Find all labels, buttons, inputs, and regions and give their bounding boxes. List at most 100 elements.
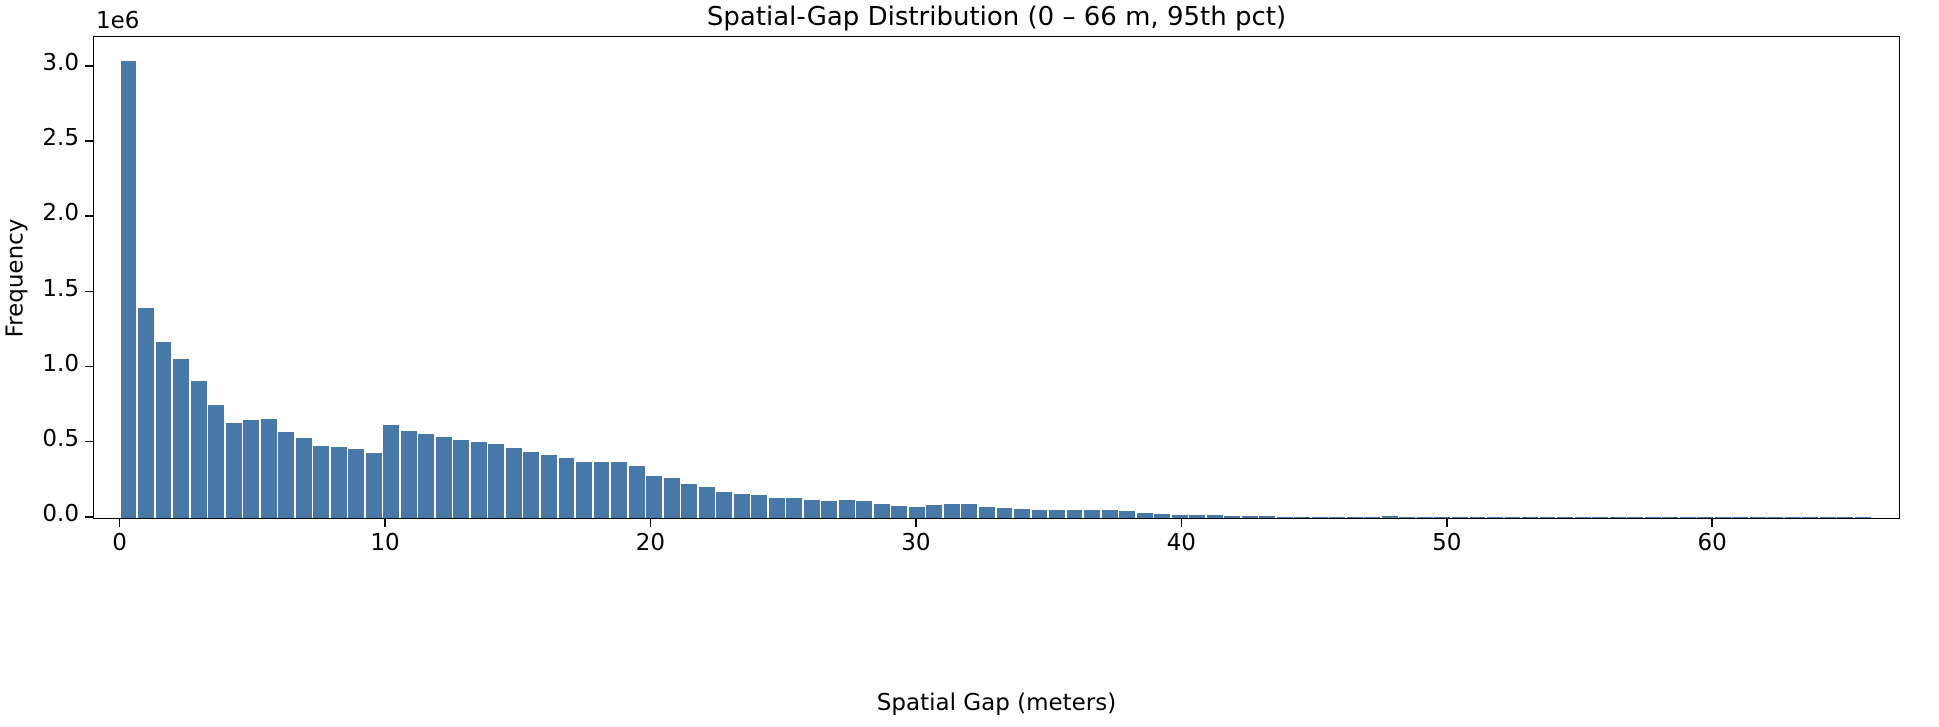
histogram-bar — [698, 487, 715, 518]
histogram-bar — [663, 478, 680, 518]
y-tick-label: 3.0 — [42, 50, 79, 77]
histogram-bar — [576, 461, 592, 518]
x-tick-label: 10 — [370, 530, 400, 556]
histogram-bar — [786, 498, 803, 518]
histogram-bar — [173, 358, 189, 518]
histogram-bar — [260, 418, 277, 518]
histogram-bar — [751, 495, 768, 518]
y-tick-mark — [85, 215, 93, 217]
histogram-bar — [1031, 509, 1048, 518]
histogram-bar — [1119, 511, 1136, 518]
histogram-bar — [926, 505, 943, 518]
histogram-bar — [1381, 516, 1398, 518]
histogram-bar — [208, 405, 225, 518]
histogram-bar — [1627, 517, 1644, 518]
histogram-bar — [1241, 515, 1258, 518]
histogram-bar — [1714, 517, 1731, 518]
histogram-bar — [1399, 517, 1416, 518]
x-axis-label: Spatial Gap (meters) — [876, 690, 1117, 716]
histogram-bar — [1592, 517, 1609, 518]
histogram-bar — [611, 462, 627, 518]
chart-title: Spatial-Gap Distribution (0 – 66 m, 95th… — [706, 2, 1287, 32]
histogram-bar — [1469, 517, 1486, 518]
histogram-bar — [1557, 517, 1574, 518]
histogram-bar — [190, 381, 207, 518]
histogram-bar — [593, 462, 610, 518]
histogram-bar — [1329, 517, 1346, 518]
y-tick-label: 0.5 — [42, 425, 79, 452]
histogram-bar — [383, 424, 400, 518]
histogram-bar — [1609, 517, 1626, 518]
histogram-bar — [1522, 517, 1538, 518]
histogram-bar — [1749, 517, 1766, 518]
y-tick-mark — [85, 365, 93, 368]
histogram-bar — [1189, 515, 1206, 518]
histogram-bar — [1416, 517, 1433, 518]
histogram-bar — [243, 419, 260, 518]
histogram-bar — [348, 448, 365, 518]
histogram-bar — [768, 497, 785, 518]
histogram-bar — [1171, 514, 1188, 518]
histogram-bar — [803, 499, 820, 518]
histogram-bar — [1644, 517, 1661, 518]
y-axis-label: Frequency — [0, 36, 30, 519]
histogram-bar — [646, 475, 663, 518]
histogram-bar — [488, 444, 505, 518]
x-tick-mark — [1180, 518, 1183, 527]
x-tick-mark — [649, 518, 652, 527]
histogram-bar — [138, 307, 154, 518]
histogram-bar — [1679, 517, 1696, 518]
x-tick-label: 30 — [901, 530, 931, 556]
histogram-bar — [856, 500, 873, 518]
histogram-bar — [313, 445, 330, 518]
y-tick-mark — [85, 65, 93, 67]
y-tick-label: 2.0 — [42, 200, 79, 227]
histogram-bar — [838, 499, 855, 518]
histogram-bars — [94, 37, 1899, 518]
x-tick-label: 20 — [635, 530, 666, 556]
y-tick-mark — [85, 140, 93, 142]
histogram-bar — [821, 500, 838, 518]
histogram-bar — [278, 431, 295, 518]
histogram-bar — [978, 506, 995, 518]
x-tick-mark — [1445, 518, 1448, 527]
y-axis-label-text: Frequency — [2, 218, 29, 337]
histogram-bar — [523, 451, 540, 518]
histogram-bar — [1767, 517, 1784, 518]
y-tick-label: 1.0 — [42, 350, 79, 377]
histogram-bar — [1294, 516, 1311, 518]
x-tick-mark — [384, 518, 386, 527]
histogram-bar — [1311, 517, 1328, 518]
histogram-bar — [470, 442, 487, 518]
histogram-bar — [1574, 517, 1591, 518]
plot-axes — [93, 36, 1900, 519]
y-tick-label: 1.5 — [42, 275, 79, 302]
histogram-bar — [1346, 517, 1363, 518]
histogram-bar — [1049, 510, 1065, 518]
histogram-bar — [1136, 512, 1153, 518]
histogram-bar — [1206, 515, 1223, 518]
histogram-bar — [1504, 517, 1521, 518]
histogram-bar — [1084, 509, 1100, 518]
histogram-bar — [891, 505, 908, 518]
histogram-bar — [733, 493, 750, 518]
histogram-bar — [1662, 517, 1679, 518]
histogram-bar — [400, 430, 417, 518]
x-tick-mark — [915, 518, 917, 527]
histogram-bar — [225, 422, 242, 518]
histogram-bar — [873, 503, 890, 518]
histogram-bar — [1224, 515, 1241, 518]
histogram-bar — [1784, 517, 1801, 518]
histogram-bar — [1452, 517, 1468, 518]
histogram-bar — [961, 503, 978, 518]
histogram-bar — [418, 433, 435, 518]
histogram-bar — [1732, 517, 1749, 518]
histogram-bar — [365, 453, 382, 518]
y-tick-label: 0.0 — [42, 501, 79, 527]
histogram-bar — [505, 448, 522, 518]
histogram-bar — [1066, 509, 1083, 518]
x-tick-label: 60 — [1697, 530, 1727, 556]
histogram-bar — [943, 504, 960, 518]
histogram-bar — [1276, 516, 1293, 518]
